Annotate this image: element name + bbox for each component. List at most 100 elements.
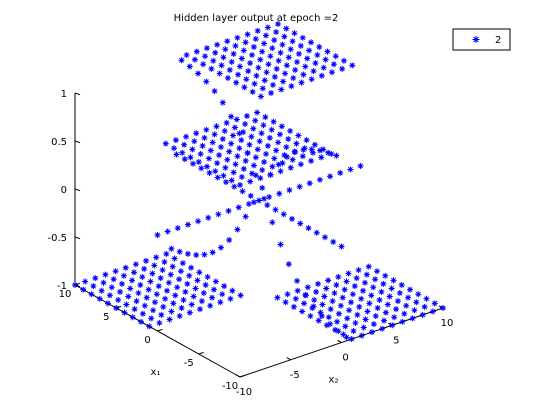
data-point bbox=[396, 290, 403, 297]
z-tick bbox=[74, 188, 81, 192]
data-point bbox=[330, 238, 337, 245]
data-point bbox=[240, 129, 247, 136]
data-point bbox=[391, 314, 398, 321]
data-point bbox=[236, 63, 243, 70]
data-point bbox=[311, 296, 318, 303]
data-point bbox=[217, 299, 224, 306]
data-point bbox=[172, 292, 179, 299]
data-point bbox=[216, 70, 223, 77]
data-point bbox=[207, 147, 214, 154]
data-point bbox=[349, 62, 356, 69]
data-point bbox=[308, 157, 315, 164]
data-point bbox=[129, 277, 136, 284]
data-point bbox=[191, 56, 198, 63]
data-point bbox=[318, 72, 325, 79]
data-point bbox=[153, 291, 160, 298]
data-point bbox=[210, 57, 217, 64]
data-point bbox=[261, 195, 268, 202]
data-point bbox=[287, 46, 294, 53]
data-point bbox=[197, 306, 203, 313]
data-point bbox=[323, 322, 330, 329]
data-point bbox=[319, 301, 326, 308]
data-point bbox=[346, 307, 353, 314]
data-point bbox=[265, 61, 272, 68]
data-point bbox=[96, 295, 103, 302]
data-point bbox=[327, 173, 334, 180]
data-point bbox=[347, 166, 354, 173]
legend-marker-icon bbox=[472, 36, 480, 43]
data-point bbox=[330, 61, 337, 68]
data-point bbox=[283, 25, 290, 32]
data-point bbox=[181, 156, 188, 163]
data-point bbox=[421, 303, 428, 310]
data-point bbox=[423, 295, 430, 302]
data-point bbox=[246, 141, 253, 148]
data-point bbox=[112, 268, 119, 275]
data-point bbox=[80, 286, 87, 293]
data-point bbox=[224, 38, 231, 45]
data-point bbox=[264, 142, 271, 149]
data-point bbox=[171, 255, 178, 262]
data-point bbox=[178, 305, 185, 311]
data-point bbox=[267, 171, 274, 178]
data-point bbox=[309, 149, 316, 156]
data-point bbox=[276, 190, 283, 197]
data-point bbox=[440, 305, 446, 311]
data-point bbox=[398, 282, 405, 288]
data-point bbox=[164, 287, 170, 294]
data-point bbox=[393, 306, 400, 313]
data-point bbox=[268, 126, 275, 133]
data-point bbox=[394, 298, 401, 305]
data-point bbox=[310, 68, 317, 75]
data-point bbox=[212, 278, 219, 285]
data-point bbox=[230, 132, 236, 139]
data-point bbox=[228, 140, 235, 147]
data-point bbox=[196, 269, 203, 276]
data-point bbox=[283, 144, 290, 151]
data-point bbox=[282, 70, 288, 77]
data-point bbox=[166, 316, 173, 323]
data-point bbox=[208, 65, 215, 72]
data-point bbox=[249, 52, 255, 59]
data-point bbox=[238, 173, 245, 180]
data-point bbox=[283, 62, 290, 69]
data-point bbox=[252, 154, 259, 161]
data-point bbox=[202, 282, 209, 288]
data-point bbox=[194, 277, 201, 284]
data-point bbox=[269, 45, 276, 52]
data-point bbox=[327, 321, 334, 328]
data-point bbox=[318, 312, 325, 319]
data-point bbox=[148, 315, 155, 322]
data-point bbox=[181, 141, 188, 148]
data-point bbox=[324, 48, 331, 55]
data-point bbox=[151, 262, 158, 269]
data-point bbox=[245, 68, 252, 75]
data-point bbox=[215, 211, 222, 218]
data-point bbox=[271, 73, 278, 80]
data-point bbox=[328, 150, 335, 157]
data-point bbox=[376, 296, 383, 303]
data-point bbox=[237, 182, 243, 188]
x-tick-label: -5 bbox=[184, 358, 194, 369]
data-point bbox=[263, 69, 270, 76]
data-point bbox=[98, 287, 105, 294]
data-point bbox=[186, 272, 193, 279]
data-point bbox=[269, 219, 276, 226]
data-point bbox=[262, 32, 269, 39]
data-point bbox=[214, 160, 221, 167]
data-point bbox=[285, 54, 292, 61]
data-point bbox=[163, 250, 170, 257]
data-point bbox=[335, 273, 342, 280]
data-point bbox=[279, 41, 286, 48]
data-point bbox=[204, 273, 211, 280]
data-point bbox=[176, 248, 183, 255]
data-point bbox=[222, 164, 229, 171]
data-point bbox=[341, 286, 348, 293]
legend-box bbox=[452, 28, 511, 51]
data-point bbox=[260, 122, 267, 129]
data-point bbox=[297, 161, 304, 168]
y-tick bbox=[235, 374, 241, 378]
data-point bbox=[195, 218, 202, 225]
data-point bbox=[193, 130, 200, 137]
data-point bbox=[220, 172, 227, 179]
